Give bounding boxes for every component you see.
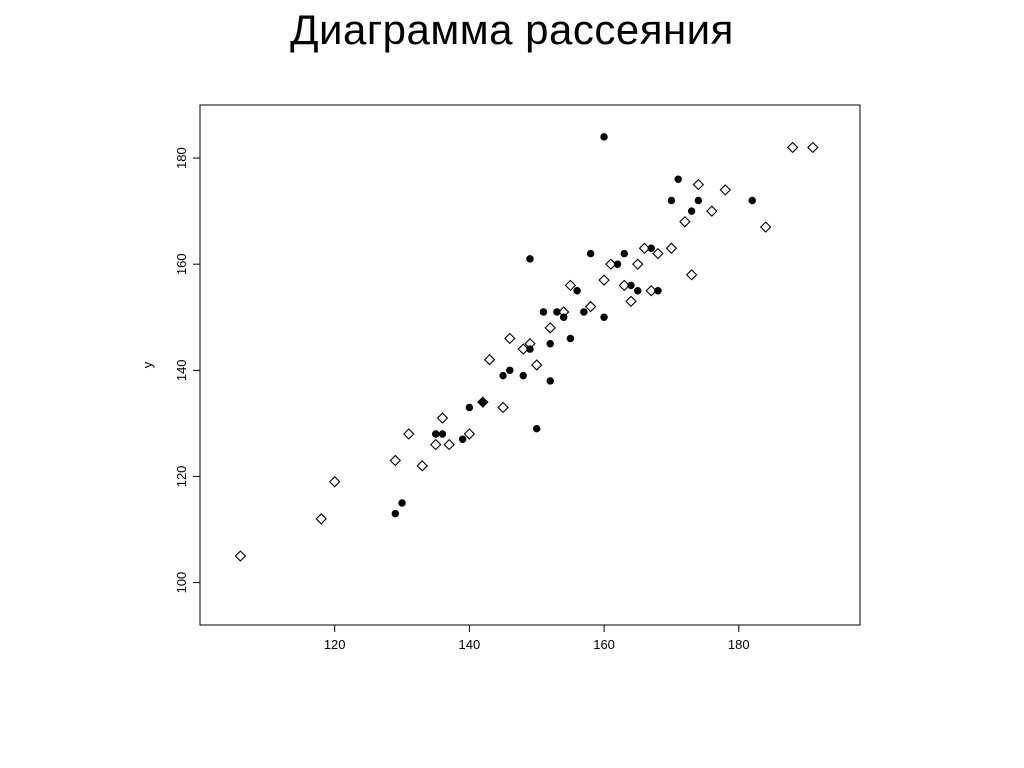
data-point-filled — [500, 372, 506, 378]
y-tick-label: 100 — [174, 572, 189, 594]
data-point-filled — [621, 250, 627, 256]
chart-title: Диаграмма рассеяния — [0, 6, 1024, 54]
data-point-filled — [688, 208, 694, 214]
y-tick-label: 160 — [174, 253, 189, 275]
scatter-chart: 120 140 160 180 100 120 140 160 180 y — [120, 95, 880, 695]
x-tick-label: 140 — [459, 637, 481, 652]
x-tick-label: 160 — [593, 637, 615, 652]
page: Диаграмма рассеяния 120 140 160 180 100 120 14… — [0, 0, 1024, 768]
data-point-filled — [668, 197, 674, 203]
data-point-filled — [432, 431, 438, 437]
data-point-filled — [547, 341, 553, 347]
data-point-filled — [520, 372, 526, 378]
data-point-filled — [601, 134, 607, 140]
data-point-filled — [459, 436, 465, 442]
data-point-filled — [567, 335, 573, 341]
chart-svg: 120 140 160 180 100 120 140 160 180 y — [120, 95, 880, 695]
y-tick-label: 140 — [174, 359, 189, 381]
data-point-filled — [749, 197, 755, 203]
data-point-filled — [581, 309, 587, 315]
data-point-filled — [527, 256, 533, 262]
data-point-filled — [392, 510, 398, 516]
y-tick-label: 120 — [174, 466, 189, 488]
data-point-filled — [574, 287, 580, 293]
data-point-filled — [534, 425, 540, 431]
data-point-filled — [547, 378, 553, 384]
data-point-filled — [675, 176, 681, 182]
data-point-filled — [466, 404, 472, 410]
data-point-filled — [695, 197, 701, 203]
data-point-filled — [540, 309, 546, 315]
data-point-filled — [439, 431, 445, 437]
plot-box — [200, 105, 860, 625]
data-point-filled — [635, 287, 641, 293]
y-tick-label: 180 — [174, 147, 189, 169]
data-point-filled — [399, 500, 405, 506]
x-tick-label: 180 — [728, 637, 750, 652]
data-point-filled — [587, 250, 593, 256]
data-point-filled — [601, 314, 607, 320]
y-axis-label: y — [140, 361, 155, 368]
data-point-filled — [507, 367, 513, 373]
x-tick-label: 120 — [324, 637, 346, 652]
